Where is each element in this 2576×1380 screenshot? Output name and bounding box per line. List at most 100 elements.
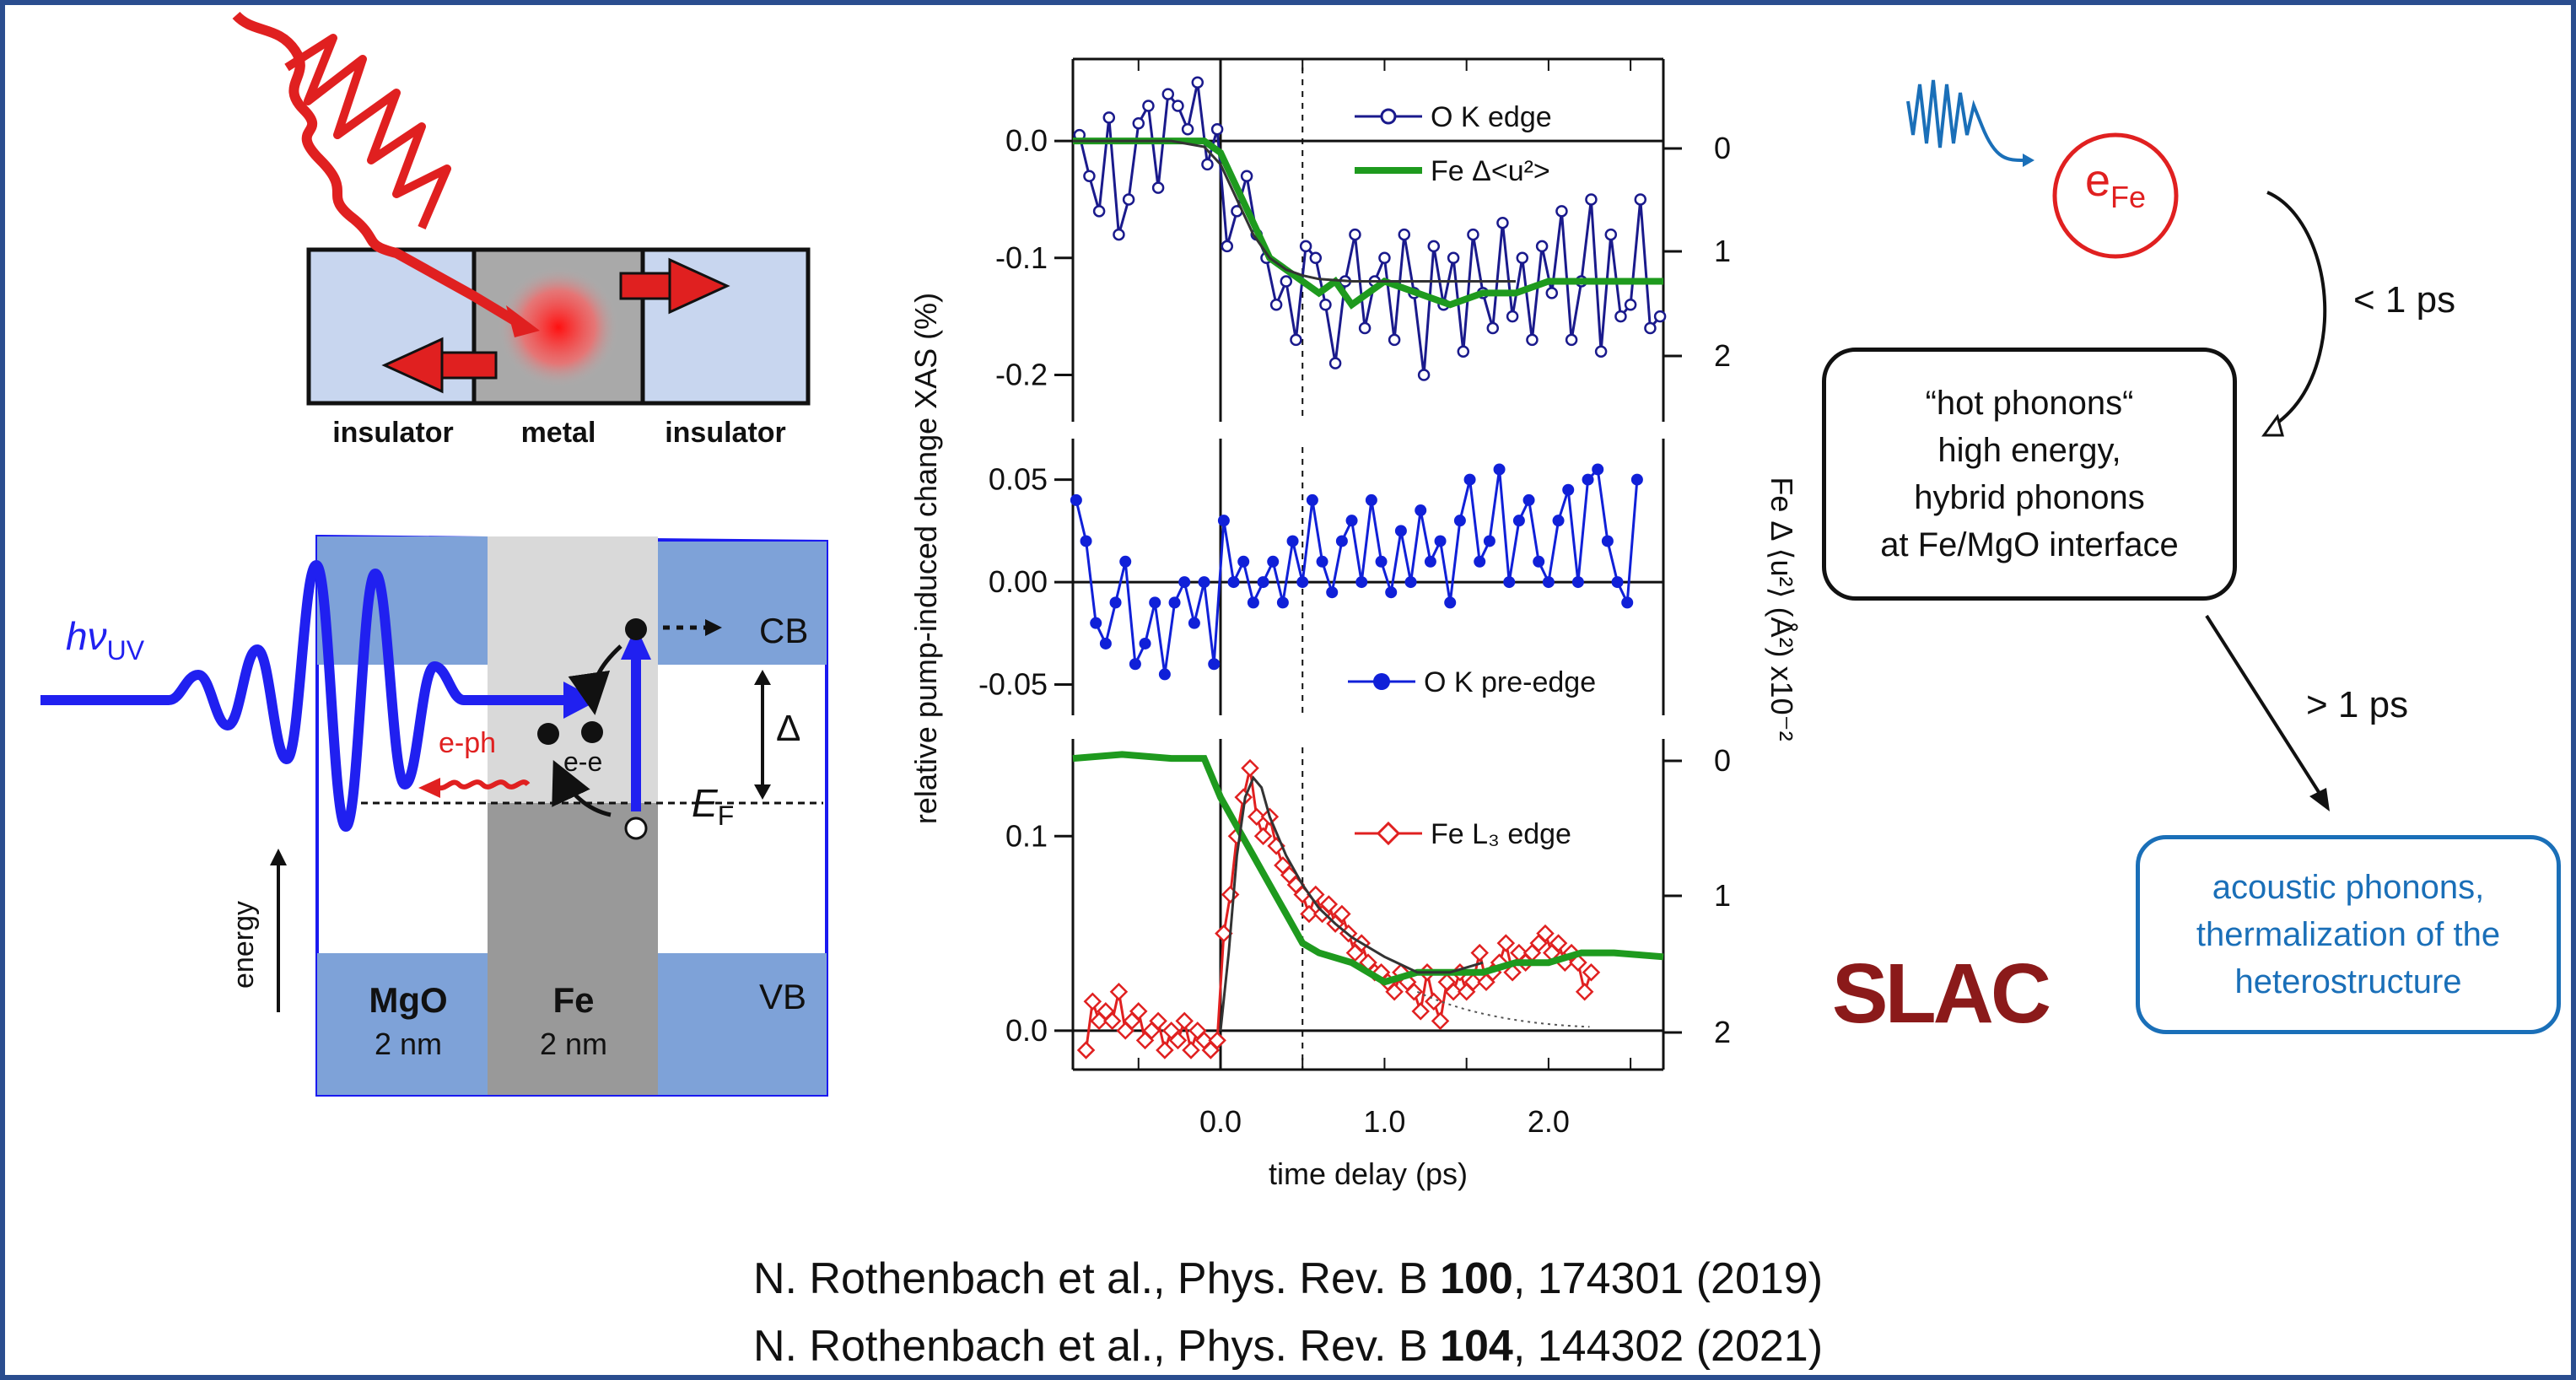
data-point xyxy=(1398,228,1411,241)
gap-label: Δ xyxy=(776,708,800,749)
electron-1-icon xyxy=(537,723,559,745)
dotted-fit-tail xyxy=(1416,990,1590,1028)
data-point xyxy=(1562,483,1575,496)
data-point xyxy=(1575,982,1594,1001)
data-point xyxy=(1090,617,1102,629)
data-point xyxy=(1198,576,1210,589)
data-point xyxy=(1201,158,1214,171)
uv-pulse-wave xyxy=(40,559,563,833)
y-tick-label-right: 0 xyxy=(1714,743,1731,778)
laser-arrow-head xyxy=(506,305,540,337)
data-point xyxy=(1385,982,1404,1001)
data-point xyxy=(1424,555,1436,568)
insulator-block-left xyxy=(306,247,477,406)
y-tick-label-left: 0.1 xyxy=(1005,818,1048,853)
reference-1[interactable]: N. Rothenbach et al., Phys. Rev. B 100, … xyxy=(752,1254,1824,1303)
data-point xyxy=(1290,333,1302,347)
data-point xyxy=(1161,88,1175,100)
data-point xyxy=(1122,193,1135,206)
data-point xyxy=(1463,473,1476,486)
pulse-arrowhead xyxy=(2023,154,2034,167)
gap-arrowhead-up xyxy=(754,670,771,685)
fe-upper xyxy=(488,536,658,803)
data-point xyxy=(1552,515,1565,527)
data-point xyxy=(1080,535,1092,547)
data-point xyxy=(1300,904,1318,924)
data-point xyxy=(1109,982,1129,1001)
data-point xyxy=(1237,555,1250,568)
arrow-left-icon xyxy=(381,337,498,394)
data-point xyxy=(1208,1031,1226,1050)
data-point xyxy=(1129,658,1141,671)
y-tick-label-left: 0.0 xyxy=(1005,1013,1048,1048)
y-tick-label-left: -0.05 xyxy=(978,667,1048,702)
arrow-right-icon xyxy=(619,257,730,315)
data-point xyxy=(1533,555,1545,568)
legend-marker xyxy=(1376,821,1401,846)
relaxation-arrow xyxy=(568,644,622,715)
data-point xyxy=(1453,515,1466,527)
mgo-label: MgO xyxy=(369,980,447,1020)
data-point xyxy=(1365,493,1377,506)
data-point xyxy=(1319,895,1339,914)
hot-phonons-line: at Fe/MgO interface xyxy=(1880,526,2179,563)
data-point xyxy=(1496,934,1516,952)
data-point xyxy=(1444,982,1463,1001)
gap-arrowhead-down xyxy=(754,784,771,800)
data-point xyxy=(1119,555,1132,568)
data-point xyxy=(1286,535,1299,547)
acoustic-line: heterostructure xyxy=(2234,963,2462,1000)
data-point xyxy=(1267,555,1280,568)
y-tick-label-left: 0.05 xyxy=(989,462,1048,497)
data-point xyxy=(1388,333,1401,347)
x-tick-label: 0.0 xyxy=(1199,1104,1242,1139)
data-point xyxy=(1512,515,1525,527)
data-point xyxy=(1614,310,1627,323)
data-point xyxy=(1349,228,1361,241)
data-point xyxy=(1139,637,1151,650)
data-point xyxy=(1182,1041,1200,1059)
data-point xyxy=(1404,982,1424,1001)
data-point xyxy=(1217,515,1230,527)
data-point xyxy=(1526,333,1539,347)
series-line xyxy=(1073,139,1516,283)
data-point xyxy=(1156,1041,1174,1059)
data-point xyxy=(1241,758,1259,778)
energy-label: energy xyxy=(228,901,260,989)
data-point xyxy=(1099,637,1112,650)
data-point xyxy=(1404,576,1417,589)
data-point xyxy=(1474,555,1486,568)
data-point xyxy=(1431,1011,1450,1031)
energy-axis-arrowhead xyxy=(270,849,287,865)
data-point xyxy=(1132,117,1145,130)
data-point xyxy=(1621,596,1634,609)
x-axis-label: time delay (ps) xyxy=(1269,1156,1468,1191)
hot-phonons-line: high energy, xyxy=(1937,432,2121,469)
y-tick-label-left: -0.2 xyxy=(995,358,1048,392)
label-insulator-right: insulator xyxy=(665,417,786,449)
cb-label: CB xyxy=(759,611,808,650)
acoustic-line: acoustic phonons, xyxy=(2212,869,2485,906)
legend-marker xyxy=(1380,108,1397,125)
dotted-arrowhead xyxy=(705,619,722,636)
data-point xyxy=(1109,596,1122,609)
data-point xyxy=(1496,216,1509,229)
fermi-label: EF xyxy=(692,781,734,831)
time-label-2: > 1 ps xyxy=(2306,684,2408,725)
data-point xyxy=(1582,962,1601,982)
hot-phonons-line: hybrid phonons xyxy=(1914,479,2145,516)
y-axis-label-right: Fe Δ ⟨u²⟩ (Å²) x10⁻² xyxy=(1765,477,1799,741)
legend-label: O K pre-edge xyxy=(1424,666,1596,698)
efe-label: eFe xyxy=(2085,155,2146,214)
reference-2[interactable]: N. Rothenbach et al., Phys. Rev. B 104, … xyxy=(752,1322,1824,1371)
data-point xyxy=(1240,170,1253,182)
y-tick-label-left: 0.0 xyxy=(1005,123,1048,158)
pulse-wave-icon xyxy=(1906,79,2025,162)
data-point xyxy=(1257,576,1269,589)
data-point xyxy=(1102,111,1116,124)
series-line xyxy=(1219,775,1484,1032)
data-point xyxy=(1535,240,1549,253)
hot-phonons-line: “hot phonons“ xyxy=(1925,385,2134,422)
data-point xyxy=(1385,586,1398,599)
